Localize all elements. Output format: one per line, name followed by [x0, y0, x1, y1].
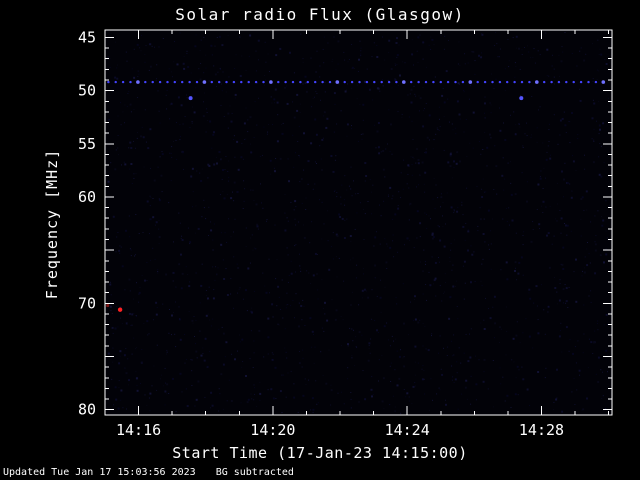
svg-text:50: 50	[78, 82, 96, 100]
tick-labels: 14:16 14:20 14:24 14:28 45 50 55 60 70 80	[78, 28, 564, 439]
svg-text:70: 70	[78, 294, 96, 312]
chart-title: Solar radio Flux (Glasgow)	[175, 5, 465, 24]
svg-text:60: 60	[78, 188, 96, 206]
bg-subtracted-label: BG subtracted	[215, 467, 294, 478]
svg-text:14:16: 14:16	[116, 421, 161, 439]
noise-speckle	[107, 32, 611, 414]
status-bar: Updated Tue Jan 17 15:03:56 2023 BG subt…	[3, 467, 294, 478]
svg-text:14:20: 14:20	[250, 421, 295, 439]
svg-text:80: 80	[78, 401, 96, 419]
dotted-flux-line	[107, 80, 606, 84]
svg-text:55: 55	[78, 135, 96, 153]
svg-text:14:28: 14:28	[519, 421, 564, 439]
svg-text:14:24: 14:24	[385, 421, 430, 439]
updated-timestamp: Updated Tue Jan 17 15:03:56 2023	[3, 467, 196, 478]
data-points	[106, 96, 524, 312]
axis-ticks	[104, 30, 612, 415]
x-axis-label: Start Time (17-Jan-23 14:15:00)	[172, 444, 468, 462]
y-axis-label: Frequency [MHz]	[43, 148, 61, 300]
svg-text:45: 45	[78, 28, 96, 46]
